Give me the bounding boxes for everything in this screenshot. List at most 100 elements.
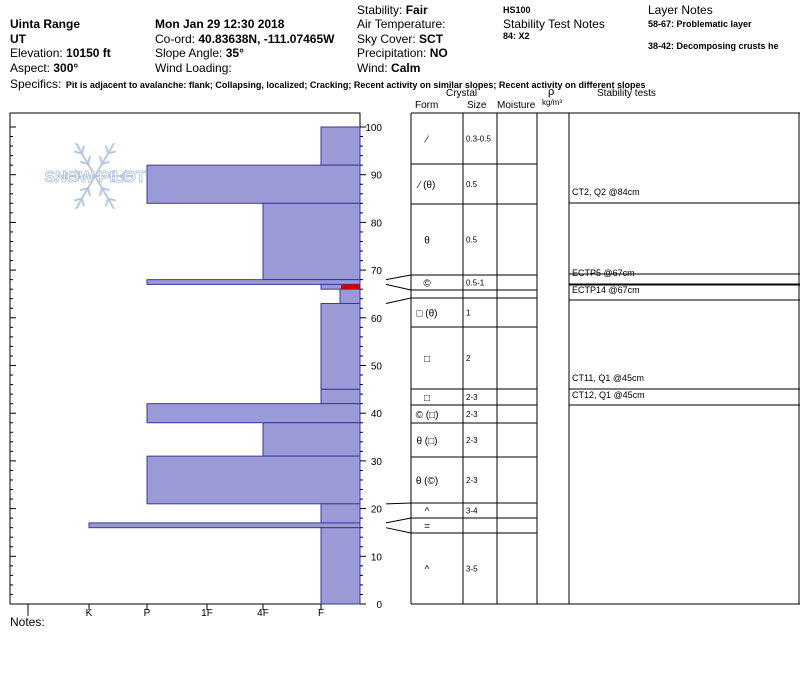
layer-connector [385,283,412,291]
snowflake-branch [81,145,86,154]
elevation-value: 10150 ft [66,46,111,60]
snowflake-branch [74,169,82,177]
location: Uinta Range [10,17,81,31]
crystal-size: 2-3 [466,410,478,419]
air-temperature: Air Temperature: [357,17,446,31]
hardness-bar [146,403,361,424]
slope-value: 35° [225,46,244,60]
hardness-tick-label: K [86,608,93,619]
hs-value: HS100 [503,5,531,15]
state: UT [10,32,26,46]
depth-tick-label: 20 [371,505,383,516]
crystal-form: ^ [425,565,430,576]
wind: Wind: Calm [357,61,420,75]
snowflake-branch [101,187,110,192]
snowflake-branch [98,155,103,165]
snowpilot-logo-text: SNOW PILOT [44,169,146,186]
crystal-form: © (□) [416,410,439,421]
density-header: ρ [548,86,555,98]
layer-table: ⁄ 0.3-0.5 ⁄ (θ) 0.5 θ 0.5 © 0.5-1 □ (θ) 1 □ 2 □ 2-3 © … [385,112,800,605]
moisture-header: Moisture [497,100,536,111]
size-header: Size [467,100,487,111]
stability-test: ECTP5 @67cm [572,268,635,278]
sky-cover: Sky Cover: SCT [357,32,443,46]
crystal-form: □ [424,354,430,365]
depth-tick-label: 0 [376,600,382,611]
layer-connector [385,527,412,534]
stability-test-note: 84: X2 [503,31,530,41]
crystal-form: ⁄ (θ) [416,180,436,191]
hardness-bar [262,202,361,281]
hardness-bar [146,279,361,285]
layer-note-2: 38-42: Decomposing crusts he [648,41,779,51]
stability-test-notes-label: Stability Test Notes [503,17,605,31]
crystal-size: 2-3 [466,393,478,402]
snowflake-branch [98,187,103,197]
hardness-tick-label: F [318,608,324,619]
slope-label: Slope Angle: [155,46,223,60]
layer-note-1: 58-67: Problematic layer [648,19,752,29]
layer-connector [385,502,412,505]
datetime: Mon Jan 29 12:30 2018 [155,17,285,31]
snowflake-branch [62,169,70,177]
hardness-bar [262,422,361,457]
crystal-size: 1 [466,309,471,318]
snowflake-branch [81,198,86,207]
crystal-form: = [424,522,430,533]
snowflake-branch [108,169,116,177]
crystal-form: ^ [425,507,430,518]
crystal-size: 2 [466,354,471,363]
coord-value: 40.83638N, -111.07465W [198,32,335,46]
aspect-label: Aspect: [10,61,51,75]
stability-tests-header: Stability tests [597,88,656,99]
crystal-form: □ (θ) [416,309,437,320]
depth-tick-label: 10 [371,552,383,563]
depth-tick-label: 30 [371,457,383,468]
crystal-size: 3-5 [466,565,478,574]
hardness-bar [320,527,361,605]
hardness-tick-label: 4F [257,608,269,619]
stability-test: CT2, Q2 @84cm [572,187,640,197]
crystal-form: ⁄ [423,135,429,146]
snowflake-branch [87,187,92,197]
depth-tick-label: 40 [371,409,383,420]
wind-label: Wind: [357,61,388,75]
layer-connector [385,274,412,281]
hardness-bar [320,388,361,405]
elevation: Elevation: 10150 ft [10,46,111,60]
crystal-header: Crystal [446,88,478,99]
crystal-size: 0.5 [466,236,478,245]
hardness-tick-label: I [27,608,30,619]
specifics: Specifics: Pit is adjacent to avalanche:… [10,75,645,93]
snowflake-branch [74,150,83,155]
hardness-bar [320,503,361,524]
snowflake-branch [120,169,128,177]
layer-connector [385,517,412,524]
stability-test: ECTP14 @67cm [572,285,640,295]
precip-value: NO [429,46,448,60]
depth-tick-label: 90 [371,171,383,182]
specifics-value: Pit is adjacent to avalanche: flank; Col… [65,80,646,90]
snowflake-arm [94,175,115,210]
depth-tick-label: 50 [371,362,383,373]
coordinates: Co-ord: 40.83638N, -111.07465W [155,32,334,46]
sky-cover-label: Sky Cover: [357,32,416,46]
notes-label: Notes: [10,615,45,629]
snowflake-arm [75,175,96,210]
sky-cover-value: SCT [419,32,444,46]
snowflake-arm [75,142,96,177]
snowflake-arm [94,142,115,177]
stability-label: Stability: [357,3,403,17]
crystal-form: © [423,279,431,290]
crystal-form: □ [424,393,430,404]
snowflake-icon [57,142,133,210]
snowflake-branch [104,145,109,154]
coord-label: Co-ord: [155,32,196,46]
crystal-size: 3-4 [466,507,478,516]
stability-value: Fair [405,3,428,17]
snowflake-branch [107,150,116,155]
crystal-size: 0.5 [466,180,478,189]
hardness-axis: I K P 1F 4F F [27,604,324,619]
snowflake-branch [108,175,116,183]
